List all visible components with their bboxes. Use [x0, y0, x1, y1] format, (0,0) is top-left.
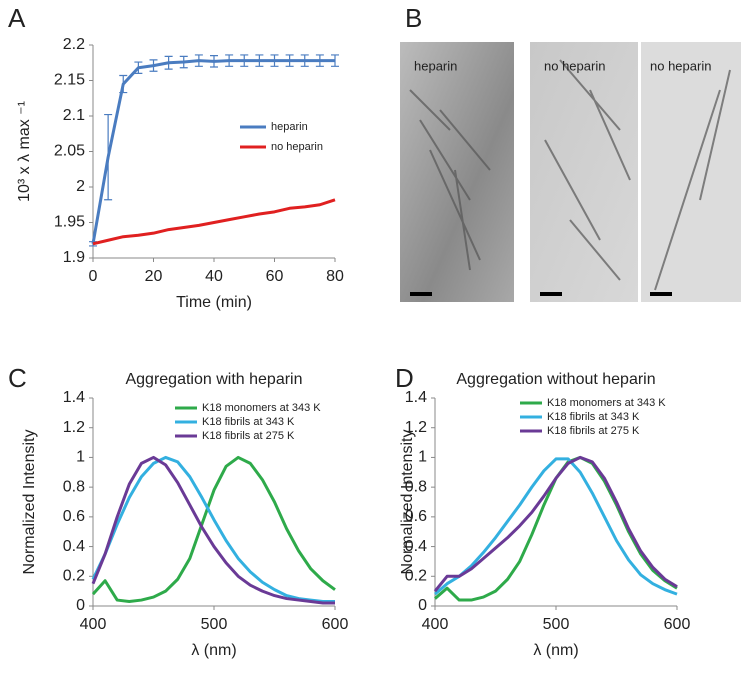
y-tick-label: 0	[418, 597, 427, 614]
x-axis-label: Time (min)	[176, 294, 252, 311]
y-tick-label: 1.4	[63, 389, 85, 406]
micrograph	[530, 42, 638, 302]
y-tick-label: 0.6	[63, 508, 85, 525]
x-tick-label: 40	[205, 268, 223, 285]
y-tick-label: 0.6	[405, 508, 427, 525]
y-axis-label: 10³ x λ max ⁻¹	[16, 101, 33, 202]
x-tick-label: 80	[326, 268, 344, 285]
x-tick-label: 600	[322, 616, 349, 633]
legend-label: K18 fibrils at 275 K	[547, 425, 640, 437]
y-tick-label: 1	[418, 449, 427, 466]
micrograph	[641, 42, 741, 302]
legend-label: K18 fibrils at 275 K	[202, 430, 295, 442]
series-line	[433, 455, 678, 593]
y-tick-label: 2.2	[63, 36, 85, 53]
y-tick-label: 2.05	[54, 143, 85, 160]
x-axis-label: λ (nm)	[191, 642, 236, 659]
x-tick-label: 500	[201, 616, 228, 633]
series-line	[434, 457, 678, 596]
y-axis-label: Normalized Intensity	[21, 430, 38, 575]
y-tick-label: 1.9	[63, 249, 85, 266]
panel-letter: A	[8, 3, 26, 33]
x-tick-label: 600	[664, 616, 691, 633]
series-line	[91, 455, 336, 604]
micrograph	[400, 42, 514, 302]
x-tick-label: 500	[543, 616, 570, 633]
x-tick-label: 400	[80, 616, 107, 633]
y-tick-label: 0	[76, 597, 85, 614]
x-axis-label: λ (nm)	[533, 642, 578, 659]
micrograph-label: heparin	[414, 58, 457, 73]
panel-letter: B	[405, 3, 422, 33]
y-tick-label: 0.4	[63, 538, 85, 555]
y-tick-label: 1.2	[63, 419, 85, 436]
y-tick-label: 2.1	[63, 107, 85, 124]
y-tick-label: 1	[76, 449, 85, 466]
y-tick-label: 0.4	[405, 538, 427, 555]
fibrils	[409, 59, 731, 291]
series-line	[91, 59, 335, 245]
legend-label: K18 monomers at 343 K	[547, 397, 666, 409]
series-line	[92, 198, 336, 246]
y-tick-label: 1.4	[405, 389, 427, 406]
chart-title: Aggregation without heparin	[456, 371, 655, 388]
series-line	[91, 455, 335, 605]
x-tick-label: 60	[266, 268, 284, 285]
chart-title: Aggregation with heparin	[125, 371, 302, 388]
micrograph-label: no heparin	[544, 58, 605, 73]
y-tick-label: 2.15	[54, 72, 85, 89]
y-tick-label: 0.8	[405, 478, 427, 495]
y-tick-label: 2	[76, 178, 85, 195]
x-tick-label: 400	[422, 616, 449, 633]
micrograph-label: no heparin	[650, 58, 711, 73]
y-tick-label: 0.8	[63, 478, 85, 495]
legend-label: heparin	[271, 121, 308, 133]
panel-letter: D	[395, 363, 414, 393]
y-tick-label: 0.2	[405, 568, 427, 585]
legend-label: K18 fibrils at 343 K	[202, 416, 295, 428]
y-axis-label: Normalized Intensity	[399, 430, 416, 575]
y-tick-label: 1.95	[54, 214, 85, 231]
y-tick-label: 0.2	[63, 568, 85, 585]
legend-label: K18 fibrils at 343 K	[547, 411, 640, 423]
panel-letter: C	[8, 363, 27, 393]
legend-label: K18 monomers at 343 K	[202, 402, 321, 414]
x-tick-label: 0	[89, 268, 98, 285]
y-tick-label: 1.2	[405, 419, 427, 436]
series-line	[91, 455, 335, 604]
x-tick-label: 20	[145, 268, 163, 285]
legend-label: no heparin	[271, 141, 323, 153]
